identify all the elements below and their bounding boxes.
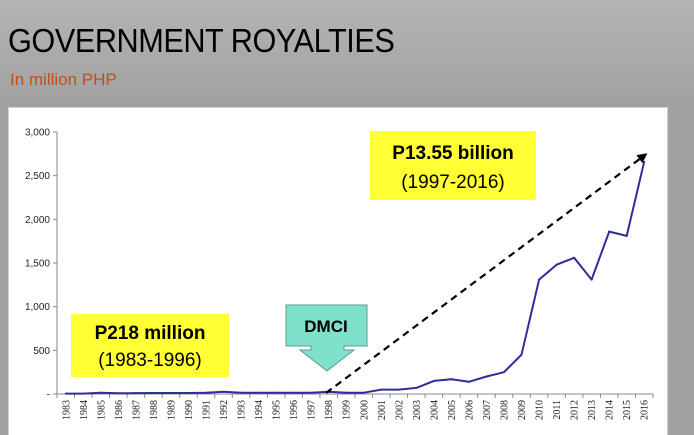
x-tick-label: 1991 xyxy=(202,400,213,420)
y-tick-label: 1,000 xyxy=(25,302,50,313)
data-point xyxy=(169,391,172,394)
x-tick-label: 2006 xyxy=(464,400,475,420)
data-point xyxy=(643,160,646,163)
data-point xyxy=(538,278,541,281)
x-tick-label: 2002 xyxy=(394,400,405,420)
data-point xyxy=(240,391,243,394)
data-point xyxy=(257,391,260,394)
x-tick-label: 1983 xyxy=(61,400,72,420)
x-tick-label: 2007 xyxy=(482,400,493,420)
data-point xyxy=(292,391,295,394)
data-point xyxy=(555,263,558,266)
data-point xyxy=(275,391,278,394)
x-tick-label: 1990 xyxy=(184,400,195,420)
data-point xyxy=(380,388,383,391)
data-point xyxy=(450,378,453,381)
data-point xyxy=(345,391,348,394)
callout-early-total: P218 million (1983-1996) xyxy=(71,314,229,377)
x-tick-label: 1999 xyxy=(342,400,353,420)
x-tick-label: 2001 xyxy=(377,400,388,420)
data-point xyxy=(362,391,365,394)
x-tick-label: 2008 xyxy=(500,400,511,420)
page-subtitle: In million PHP xyxy=(10,70,117,89)
x-tick-label: 1996 xyxy=(289,400,300,420)
data-point xyxy=(520,353,523,356)
data-point xyxy=(82,392,85,395)
royalties-line-chart: - 500 1,000 1,500 2,000 2,500 3,000 1983 1984 198… xyxy=(25,128,654,420)
x-tick-label: 2003 xyxy=(412,400,423,420)
x-tick-label: 1985 xyxy=(96,400,107,420)
callout-early-period: (1983-1996) xyxy=(98,350,202,371)
data-point xyxy=(134,392,137,395)
data-point xyxy=(152,391,155,394)
data-point xyxy=(503,371,505,374)
data-point xyxy=(467,380,470,383)
x-tick-label: 1994 xyxy=(254,400,265,420)
callout-early-value: P218 million xyxy=(95,323,206,344)
y-tick-label: 500 xyxy=(33,346,50,357)
y-tick-label: 2,500 xyxy=(25,171,50,182)
x-tick-label: 2011 xyxy=(552,400,563,420)
x-tick-label: 2012 xyxy=(570,400,581,420)
callout-recent-period: (1997-2016) xyxy=(401,172,505,193)
x-tick-label: 2014 xyxy=(605,400,616,420)
x-tick-label: 2015 xyxy=(622,400,633,420)
x-tick-label: 2013 xyxy=(587,400,598,420)
y-tick-label: 1,500 xyxy=(25,259,50,270)
y-tick-label: 2,000 xyxy=(25,215,50,226)
x-tick-label: 1993 xyxy=(237,400,248,420)
callout-recent-value: P13.55 billion xyxy=(392,143,513,164)
x-tick-label: 1988 xyxy=(149,400,160,420)
data-point xyxy=(573,256,576,259)
chart-ticks: - 500 1,000 1,500 2,000 2,500 3,000 1983 1984 198… xyxy=(25,128,654,420)
header-band: GOVERNMENT ROYALTIES In million PHP xyxy=(0,0,694,96)
dmci-callout: DMCI xyxy=(285,304,368,372)
data-point xyxy=(99,391,102,394)
x-tick-label: 1995 xyxy=(272,400,283,420)
data-point xyxy=(205,391,207,394)
x-tick-label: 2010 xyxy=(535,400,546,420)
x-tick-label: 1998 xyxy=(324,400,335,420)
x-tick-label: 2016 xyxy=(640,400,651,420)
x-tick-label: 2000 xyxy=(359,400,370,420)
data-point xyxy=(64,392,67,395)
x-tick-label: 2005 xyxy=(447,400,458,420)
data-point xyxy=(310,391,313,394)
trend-arrow xyxy=(325,153,648,394)
data-point xyxy=(590,278,593,281)
data-point xyxy=(222,390,225,393)
data-point xyxy=(432,379,435,382)
chart-panel: - 500 1,000 1,500 2,000 2,500 3,000 1983 1984 198… xyxy=(8,107,668,435)
y-tick-label: 3,000 xyxy=(25,128,50,139)
data-point xyxy=(485,375,488,378)
page-title: GOVERNMENT ROYALTIES xyxy=(8,22,395,59)
x-tick-label: 1997 xyxy=(307,400,318,420)
data-point xyxy=(625,234,628,237)
data-point xyxy=(117,392,120,395)
x-tick-label: 1992 xyxy=(219,400,230,420)
series-line xyxy=(65,161,646,395)
y-tick-label: - xyxy=(47,390,50,401)
x-tick-label: 2009 xyxy=(517,400,528,420)
x-tick-label: 1986 xyxy=(114,400,125,420)
data-point xyxy=(608,230,611,233)
x-tick-label: 1989 xyxy=(166,400,177,420)
dmci-label: DMCI xyxy=(304,317,347,336)
data-point xyxy=(415,386,418,389)
data-point xyxy=(187,391,190,394)
x-tick-label: 2004 xyxy=(429,400,440,420)
chart-series xyxy=(64,160,646,395)
data-point xyxy=(397,388,400,391)
callout-recent-total: P13.55 billion (1997-2016) xyxy=(370,131,536,200)
x-tick-label: 1987 xyxy=(131,400,142,420)
x-tick-label: 1984 xyxy=(79,400,90,420)
dmci-arrow-shape xyxy=(285,304,368,372)
